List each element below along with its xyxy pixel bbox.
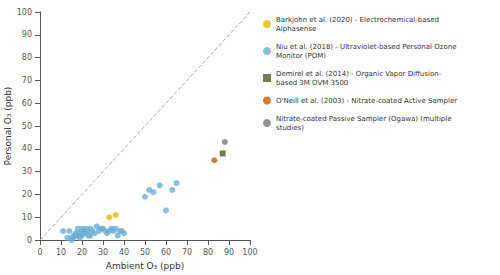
svg-text:90: 90 xyxy=(224,248,234,257)
svg-text:20: 20 xyxy=(22,190,32,199)
svg-text:30: 30 xyxy=(98,248,108,257)
svg-text:100: 100 xyxy=(242,248,257,257)
svg-text:Demirel et al. (2014) - Organi: Demirel et al. (2014) - Organic Vapor Di… xyxy=(276,70,442,78)
svg-text:10: 10 xyxy=(22,213,32,222)
svg-text:0: 0 xyxy=(27,236,32,245)
svg-text:90: 90 xyxy=(22,30,32,39)
svg-text:30: 30 xyxy=(22,167,32,176)
svg-text:40: 40 xyxy=(119,248,129,257)
svg-text:based 3M OVM 3500: based 3M OVM 3500 xyxy=(276,79,348,87)
svg-text:Alphasense: Alphasense xyxy=(276,25,316,33)
svg-text:Ambient O₃ (ppb): Ambient O₃ (ppb) xyxy=(106,261,184,271)
svg-text:O'Neill et al. (2003) - Nitrat: O'Neill et al. (2003) - Nitrate-coated A… xyxy=(276,97,457,105)
svg-text:studies): studies) xyxy=(276,124,304,132)
svg-text:Nitrate-coated Passive Sampler: Nitrate-coated Passive Sampler (Ogawa) (… xyxy=(276,115,452,123)
svg-text:60: 60 xyxy=(161,248,171,257)
svg-text:0: 0 xyxy=(37,248,42,257)
svg-text:20: 20 xyxy=(77,248,87,257)
svg-text:50: 50 xyxy=(140,248,150,257)
svg-text:80: 80 xyxy=(203,248,213,257)
svg-text:Monitor (POM): Monitor (POM) xyxy=(276,52,326,60)
svg-text:100: 100 xyxy=(17,8,32,17)
svg-text:80: 80 xyxy=(22,53,32,62)
svg-text:40: 40 xyxy=(22,144,32,153)
svg-text:70: 70 xyxy=(182,248,192,257)
svg-text:Personal O₃ (ppb): Personal O₃ (ppb) xyxy=(3,87,13,166)
svg-text:10: 10 xyxy=(56,248,66,257)
svg-text:Niu et al. (2018) - Ultraviole: Niu et al. (2018) - Ultraviolet-based Pe… xyxy=(276,43,456,51)
svg-text:70: 70 xyxy=(22,76,32,85)
svg-text:Barkjohn et al. (2020) - Elect: Barkjohn et al. (2020) - Electrochemical… xyxy=(276,16,439,24)
svg-text:60: 60 xyxy=(22,99,32,108)
svg-text:50: 50 xyxy=(22,122,32,131)
